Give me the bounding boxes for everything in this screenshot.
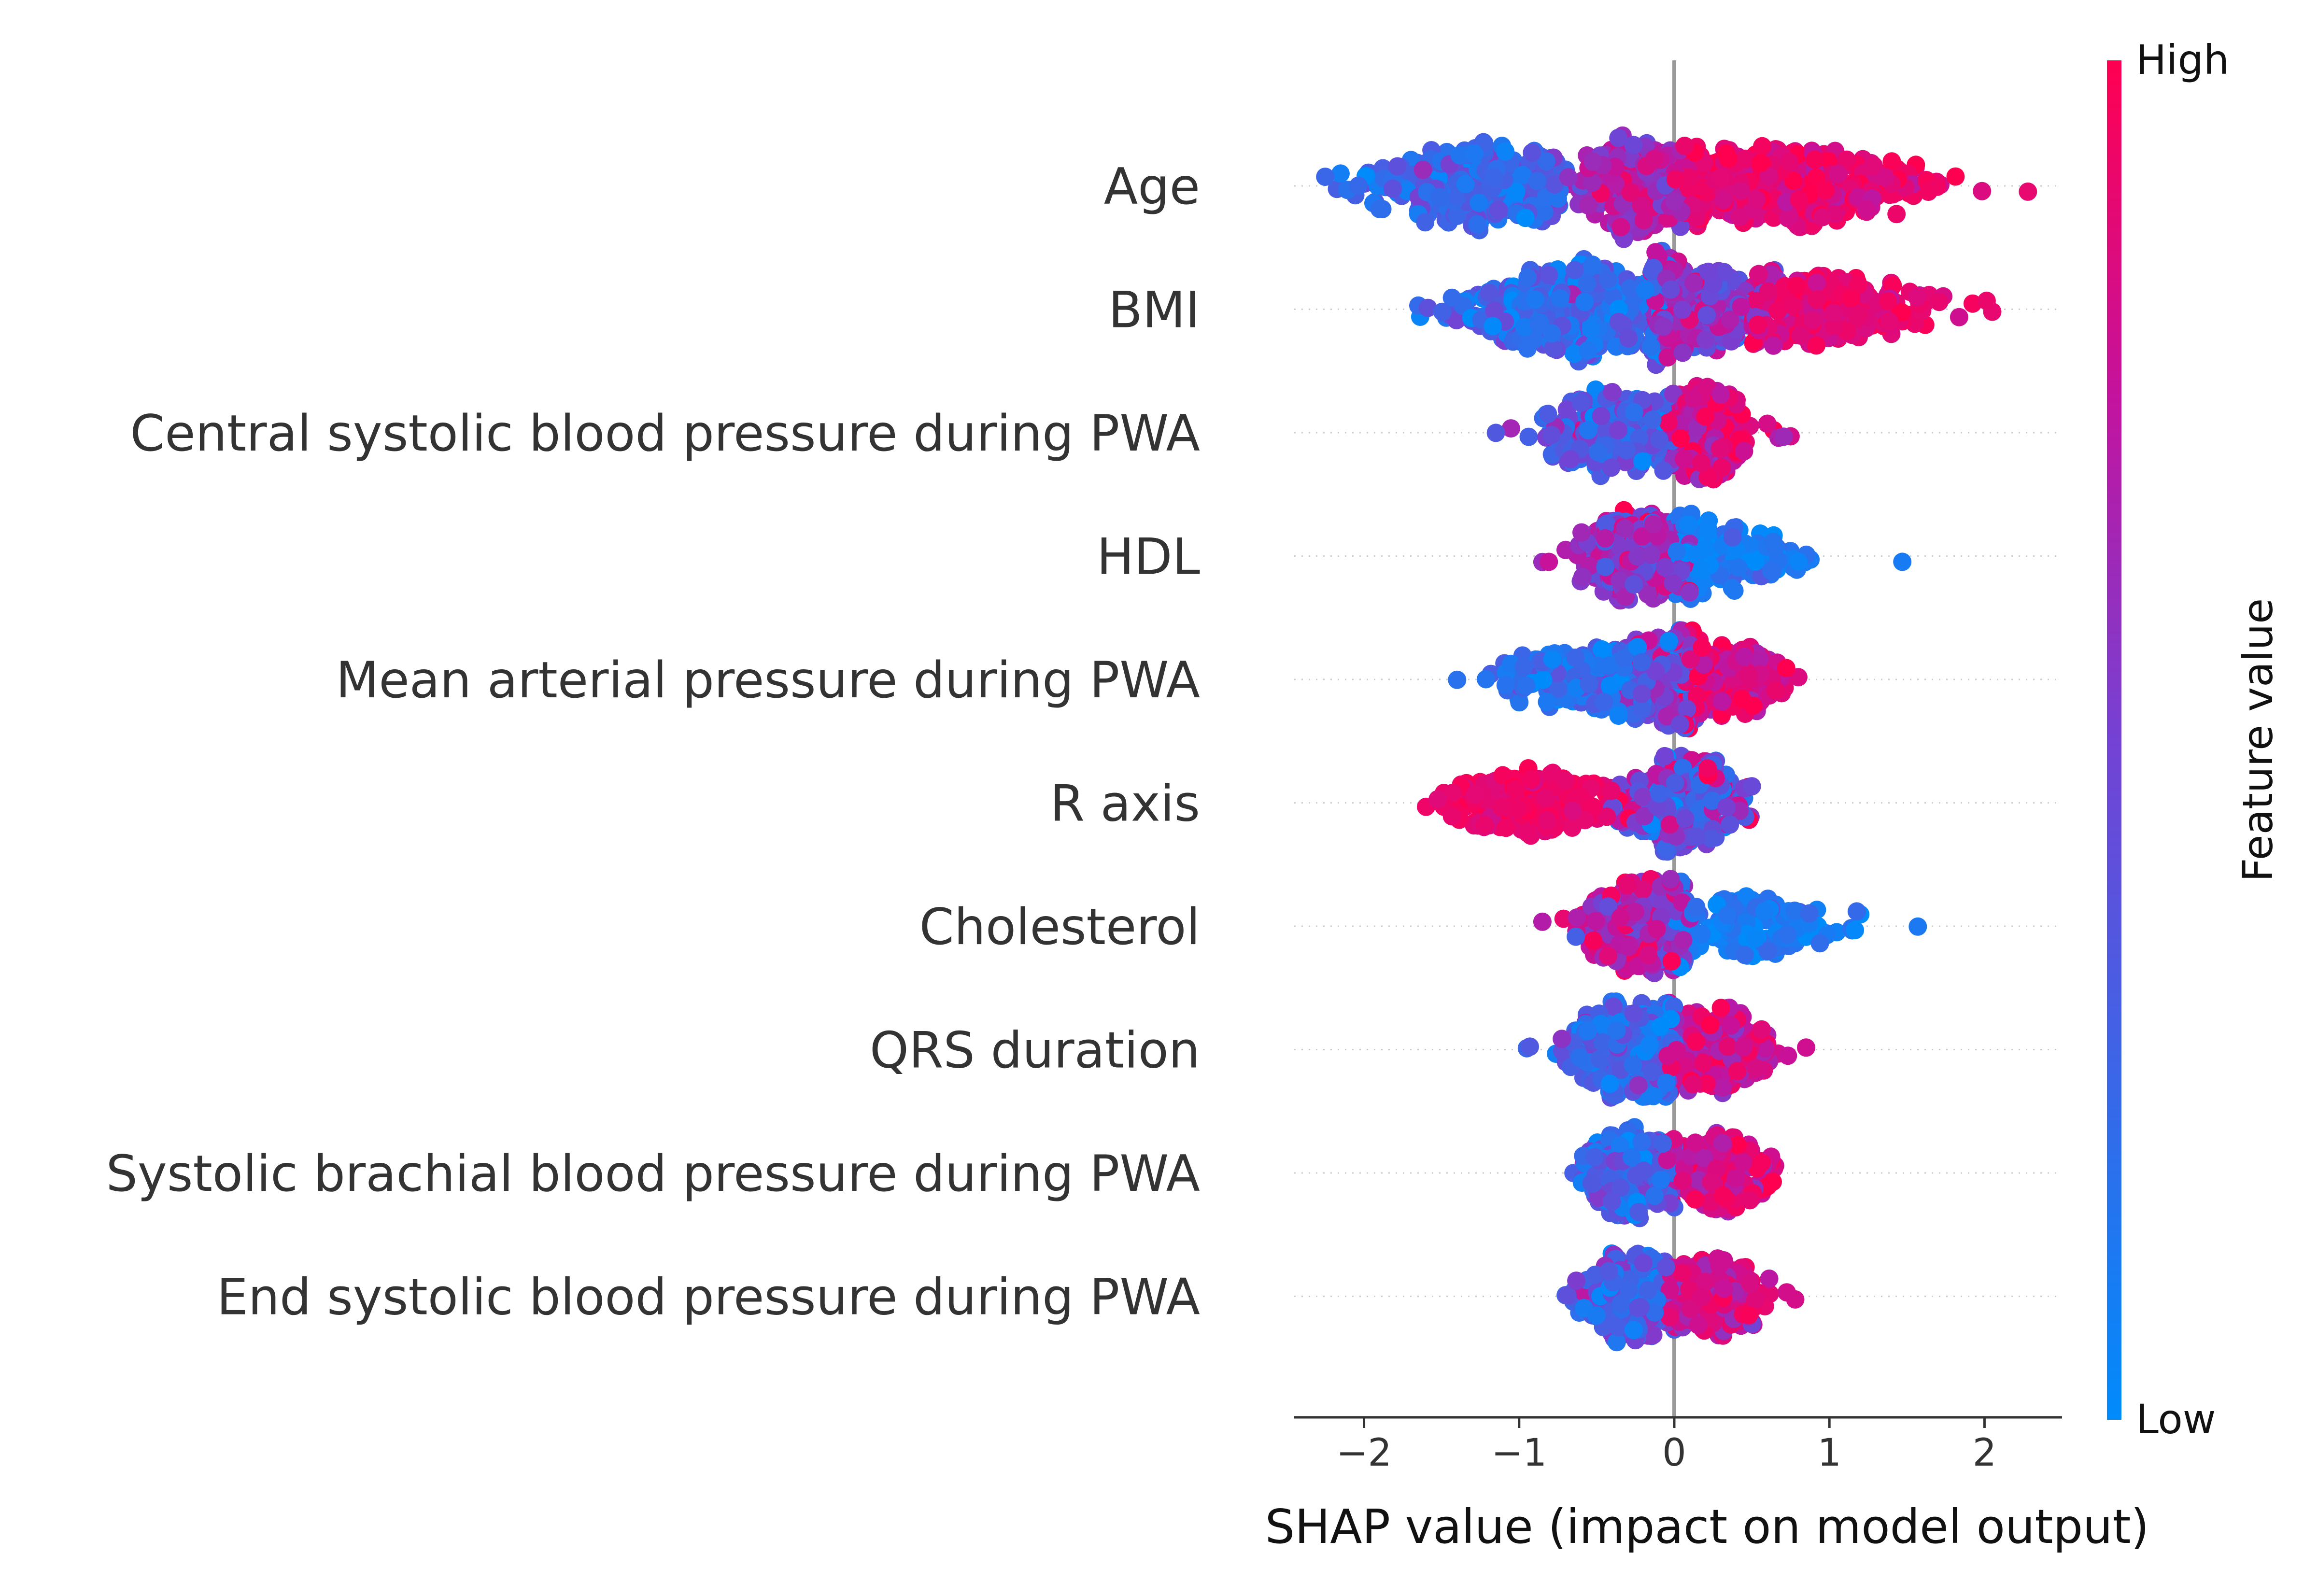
shap-point: [1753, 137, 1771, 155]
shap-point: [1602, 459, 1620, 477]
shap-point: [1587, 1306, 1606, 1325]
shap-point: [1443, 807, 1461, 825]
shap-point: [1698, 523, 1717, 541]
shap-point: [1753, 1020, 1771, 1039]
shap-point: [1882, 152, 1901, 170]
shap-point: [1811, 934, 1829, 952]
shap-point: [1778, 1283, 1796, 1301]
shap-point: [1893, 552, 1911, 571]
shap-point: [1466, 786, 1484, 804]
shap-point: [1908, 918, 1927, 936]
shap-point: [1602, 782, 1621, 800]
shap-point: [1520, 428, 1538, 446]
shap-point: [1609, 1318, 1627, 1337]
shap-point: [1634, 880, 1652, 899]
shap-point: [1950, 308, 1968, 326]
shap-point: [1846, 921, 1864, 939]
shap-point: [1778, 925, 1796, 944]
shap-point: [1586, 912, 1605, 931]
shap-point: [1567, 1271, 1585, 1290]
shap-point: [1477, 670, 1495, 689]
shap-point: [1540, 266, 1558, 284]
shap-point: [1779, 1046, 1797, 1065]
shap-point: [1523, 143, 1541, 162]
shap-point: [1750, 265, 1768, 283]
shap-points: [1316, 127, 2037, 1352]
shap-point: [1590, 1050, 1609, 1068]
shap-point: [1539, 405, 1557, 423]
shap-point: [1568, 908, 1586, 927]
shap-point: [1515, 658, 1533, 676]
shap-point: [1642, 338, 1660, 356]
shap-point: [1433, 303, 1452, 321]
shap-point: [1780, 153, 1798, 171]
shap-point: [1655, 747, 1674, 765]
shap-point: [1497, 676, 1515, 694]
shap-point: [1755, 902, 1774, 920]
shap-point: [1593, 640, 1611, 659]
shap-point: [2019, 183, 2037, 201]
shap-point: [1978, 292, 1996, 310]
shap-point: [1572, 523, 1591, 542]
shap-point: [1538, 693, 1556, 711]
shap-point: [1490, 201, 1508, 219]
shap-point: [1540, 553, 1558, 571]
shap-point: [1887, 205, 1906, 223]
shap-point: [1428, 790, 1447, 808]
shap-point: [1779, 209, 1797, 227]
shap-point: [1584, 932, 1602, 950]
shap-point: [1743, 777, 1761, 795]
shap-point: [1553, 1030, 1571, 1048]
shap-point: [1331, 164, 1350, 183]
shap-point: [1650, 430, 1668, 449]
shap-point: [1973, 182, 1991, 200]
shap-point: [1573, 568, 1592, 586]
shap-point: [1764, 1172, 1782, 1191]
shap-point: [1946, 168, 1965, 186]
shap-point: [1487, 424, 1505, 442]
shap-point: [1475, 816, 1494, 834]
